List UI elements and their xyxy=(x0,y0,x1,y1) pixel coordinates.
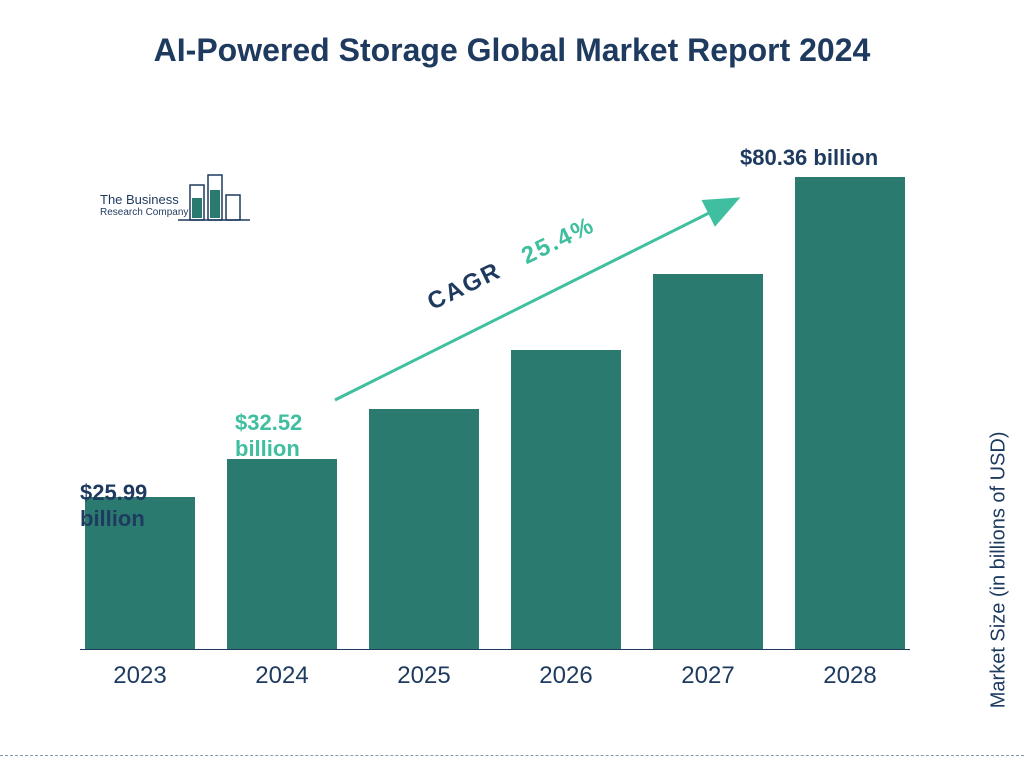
bar-group xyxy=(364,409,484,650)
bar-group xyxy=(790,177,910,650)
bars-container xyxy=(80,150,910,650)
x-axis-baseline xyxy=(80,649,910,650)
value-label: $80.36 billion xyxy=(740,145,878,171)
bar xyxy=(653,274,763,650)
x-axis-label: 2025 xyxy=(364,662,484,690)
value-label: $32.52billion xyxy=(235,410,302,463)
bar xyxy=(795,177,905,650)
x-axis-labels: 2023 2024 2025 2026 2027 2028 xyxy=(80,662,910,690)
chart-title: AI-Powered Storage Global Market Report … xyxy=(0,0,1024,82)
x-axis-label: 2027 xyxy=(648,662,768,690)
bar-group xyxy=(506,350,626,650)
value-label: $25.99billion xyxy=(80,480,147,533)
bar xyxy=(227,459,337,650)
bar-group xyxy=(222,459,342,650)
bar xyxy=(511,350,621,650)
x-axis-label: 2023 xyxy=(80,662,200,690)
y-axis-label: Market Size (in billions of USD) xyxy=(988,432,1011,709)
x-axis-label: 2028 xyxy=(790,662,910,690)
bar xyxy=(369,409,479,650)
x-axis-label: 2024 xyxy=(222,662,342,690)
x-axis-label: 2026 xyxy=(506,662,626,690)
bar-group xyxy=(648,274,768,650)
footer-divider xyxy=(0,755,1024,756)
chart-area: 2023 2024 2025 2026 2027 2028 xyxy=(80,150,910,690)
